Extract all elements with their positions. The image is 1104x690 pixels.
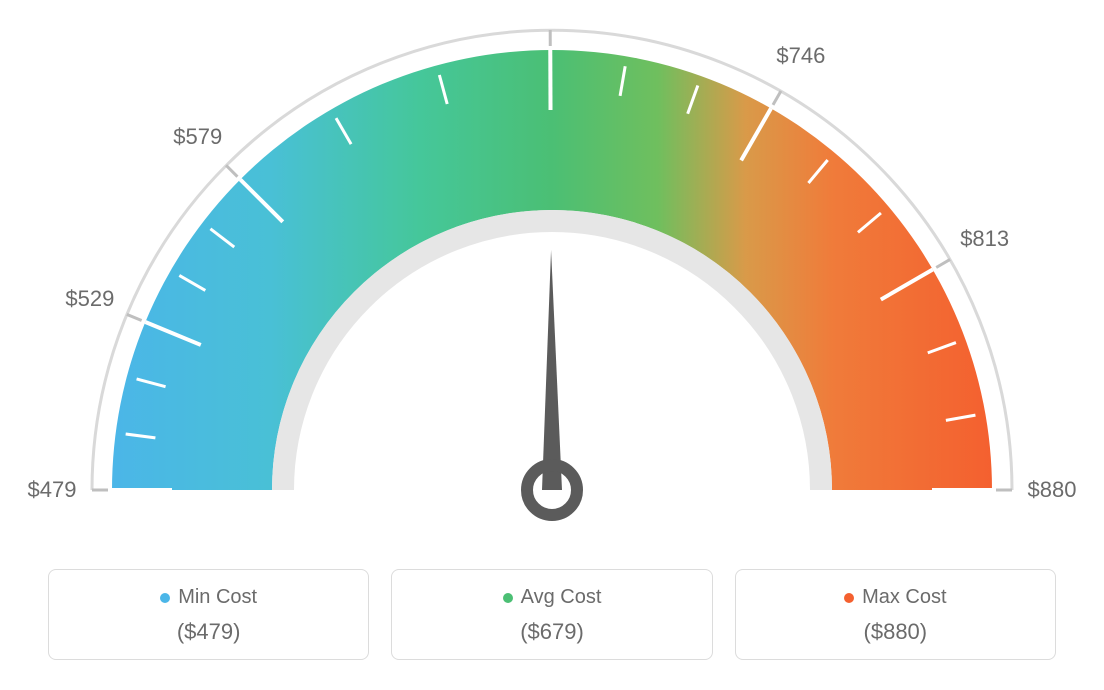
- gauge-tick-label: $479: [28, 477, 77, 503]
- gauge-tick-label: $679: [526, 0, 575, 3]
- legend-label-avg: Avg Cost: [521, 586, 602, 609]
- gauge-svg: [0, 0, 1104, 560]
- legend-dot-avg: [503, 593, 513, 603]
- legend-box-avg: Avg Cost ($679): [391, 569, 712, 660]
- legend-row: Min Cost ($479) Avg Cost ($679) Max Cost…: [48, 569, 1056, 660]
- legend-box-max: Max Cost ($880): [735, 569, 1056, 660]
- legend-dot-max: [844, 593, 854, 603]
- gauge-chart-container: Min Cost ($479) Avg Cost ($679) Max Cost…: [0, 0, 1104, 690]
- legend-dot-min: [160, 593, 170, 603]
- legend-value-min: ($479): [59, 619, 358, 645]
- legend-title-min: Min Cost: [160, 586, 257, 609]
- legend-box-min: Min Cost ($479): [48, 569, 369, 660]
- legend-label-max: Max Cost: [862, 586, 946, 609]
- gauge-tick-label: $813: [960, 226, 1009, 252]
- legend-value-avg: ($679): [402, 619, 701, 645]
- gauge-tick-label: $880: [1028, 477, 1077, 503]
- legend-label-min: Min Cost: [178, 586, 257, 609]
- legend-value-max: ($880): [746, 619, 1045, 645]
- gauge-tick-label: $746: [776, 43, 825, 69]
- gauge-tick-label: $579: [173, 124, 222, 150]
- gauge-tick-label: $529: [65, 286, 114, 312]
- legend-title-max: Max Cost: [844, 586, 946, 609]
- legend-title-avg: Avg Cost: [503, 586, 602, 609]
